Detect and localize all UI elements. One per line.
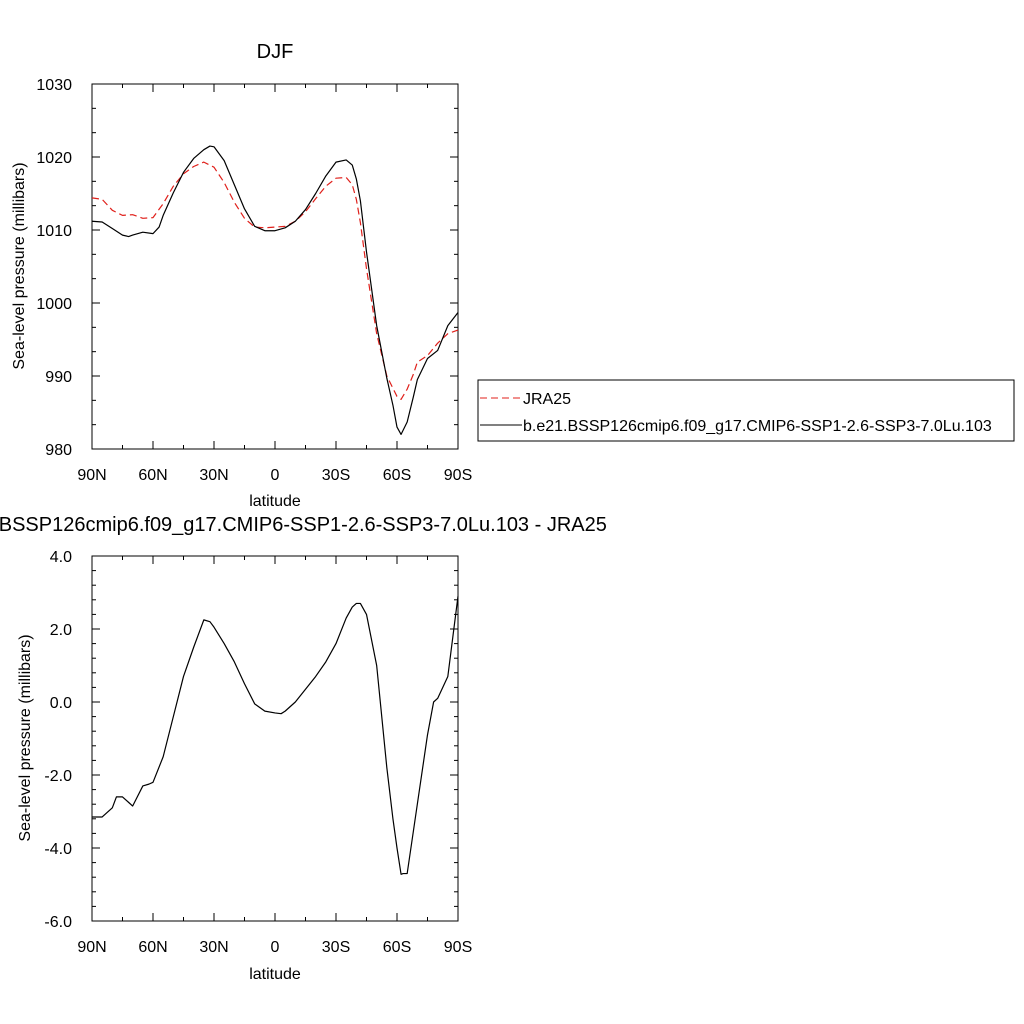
bottom-x-tick-label: 0 <box>271 939 280 956</box>
top-plot-title: DJF <box>257 41 294 63</box>
bottom-plot-series <box>92 596 459 875</box>
bottom-axis-ticks <box>91 555 459 922</box>
bottom-plot-frame <box>91 555 459 922</box>
top-plot-series <box>91 145 459 435</box>
bottom-x-tick-label: 30S <box>322 939 350 956</box>
bottom-x-tick-label: 30N <box>199 939 228 956</box>
top-series-line-jra25 <box>91 161 459 400</box>
top-x-tick-label: 90S <box>444 467 472 484</box>
top-series-line-model <box>91 145 459 435</box>
bottom-x-tick-label: 60S <box>383 939 411 956</box>
bottom-x-tick-label: 60N <box>138 939 167 956</box>
top-x-tick-labels: 90N 60N 30N 0 30S 60S 90S <box>77 467 472 484</box>
top-x-tick-label: 60N <box>138 467 167 484</box>
top-axis-ticks <box>91 83 459 450</box>
bottom-y-tick-label: 2.0 <box>50 622 72 639</box>
top-plot-frame <box>91 83 459 450</box>
top-y-tick-label: 1030 <box>36 77 72 94</box>
bottom-y-tick-label: -4.0 <box>44 841 72 858</box>
bottom-x-tick-label: 90S <box>444 939 472 956</box>
top-x-tick-label: 30S <box>322 467 350 484</box>
bottom-y-axis-title: Sea-level pressure (millibars) <box>17 634 34 841</box>
bottom-plot-title: b.e21.BSSP126cmip6.f09_g17.CMIP6-SSP1-2.… <box>0 514 607 536</box>
legend-box <box>477 379 1015 442</box>
top-x-tick-label: 60S <box>383 467 411 484</box>
legend-label-model: b.e21.BSSP126cmip6.f09_g17.CMIP6-SSP1-2.… <box>523 418 992 435</box>
bottom-y-tick-label: -2.0 <box>44 768 72 785</box>
bottom-panel: b.e21.BSSP126cmip6.f09_g17.CMIP6-SSP1-2.… <box>0 514 607 983</box>
top-y-tick-label: 990 <box>45 369 72 386</box>
bottom-x-tick-labels: 90N 60N 30N 0 30S 60S 90S <box>77 939 472 956</box>
top-x-tick-label: 0 <box>271 467 280 484</box>
top-panel: DJF 90N 60N 30N 0 30S 60S 90S 980 990 1000 1010 10… <box>11 41 472 510</box>
bottom-series-line-difference <box>92 596 459 875</box>
top-x-tick-label: 90N <box>77 467 106 484</box>
top-y-axis-title: Sea-level pressure (millibars) <box>11 162 28 369</box>
top-x-tick-label: 30N <box>199 467 228 484</box>
bottom-x-axis-title: latitude <box>249 966 301 983</box>
bottom-y-tick-label: 0.0 <box>50 695 72 712</box>
top-x-axis-title: latitude <box>249 493 301 510</box>
bottom-y-tick-labels: -6.0 -4.0 -2.0 0.0 2.0 4.0 <box>44 549 72 931</box>
bottom-y-tick-label: -6.0 <box>44 914 72 931</box>
top-y-tick-label: 1000 <box>36 296 72 313</box>
legend-label-jra25: JRA25 <box>523 391 571 408</box>
top-y-tick-label: 1010 <box>36 223 72 240</box>
bottom-y-tick-label: 4.0 <box>50 549 72 566</box>
legend: JRA25 b.e21.BSSP126cmip6.f09_g17.CMIP6-S… <box>477 379 1015 442</box>
bottom-x-tick-label: 90N <box>77 939 106 956</box>
top-y-tick-label: 1020 <box>36 150 72 167</box>
top-y-tick-labels: 980 990 1000 1010 1020 1030 <box>36 77 72 459</box>
top-y-tick-label: 980 <box>45 442 72 459</box>
